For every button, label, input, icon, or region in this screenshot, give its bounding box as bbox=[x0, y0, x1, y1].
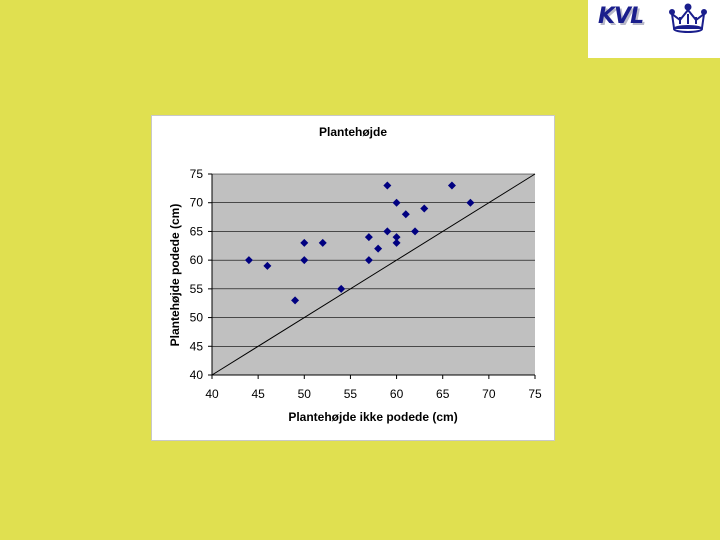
axes bbox=[208, 173, 536, 379]
crown-icon bbox=[669, 3, 707, 33]
y-tick-label: 65 bbox=[190, 224, 204, 238]
x-axis-label: Plantehøjde ikke podede (cm) bbox=[288, 410, 457, 424]
x-tick-label: 60 bbox=[390, 387, 404, 401]
data-points bbox=[244, 181, 475, 305]
data-point bbox=[447, 181, 456, 190]
y-tick-label: 55 bbox=[190, 282, 204, 296]
logo-text: KVL bbox=[598, 4, 644, 29]
data-point bbox=[392, 198, 401, 207]
x-tick-label: 40 bbox=[205, 387, 219, 401]
x-tick-labels: 40 45 50 55 60 65 70 75 bbox=[205, 387, 542, 401]
data-point bbox=[411, 227, 420, 236]
x-tick-label: 45 bbox=[251, 387, 265, 401]
y-tick-label: 70 bbox=[190, 196, 204, 210]
reference-line bbox=[211, 173, 536, 376]
y-tick-label: 75 bbox=[190, 167, 204, 181]
y-tick-labels: 40 45 50 55 60 65 70 75 bbox=[190, 167, 204, 382]
data-point bbox=[318, 238, 327, 247]
data-point bbox=[364, 233, 373, 242]
data-point bbox=[392, 238, 401, 247]
chart-title: Plantehøjde bbox=[319, 125, 387, 139]
data-point bbox=[300, 256, 309, 265]
data-point bbox=[300, 238, 309, 247]
data-point bbox=[420, 204, 429, 213]
x-tick-label: 50 bbox=[298, 387, 312, 401]
data-point bbox=[383, 227, 392, 236]
data-point bbox=[364, 256, 373, 265]
data-point bbox=[337, 284, 346, 293]
data-point bbox=[383, 181, 392, 190]
y-tick-label: 45 bbox=[190, 339, 204, 353]
y-tick-label: 40 bbox=[190, 368, 204, 382]
y-tick-label: 50 bbox=[190, 311, 204, 325]
y-axis-label: Plantehøjde podede (cm) bbox=[168, 204, 182, 347]
data-point bbox=[263, 261, 272, 270]
data-point bbox=[392, 233, 401, 242]
data-point bbox=[291, 296, 300, 305]
x-tick-label: 55 bbox=[344, 387, 358, 401]
x-tick-label: 65 bbox=[436, 387, 450, 401]
data-point bbox=[466, 198, 475, 207]
data-point bbox=[401, 210, 410, 219]
data-point bbox=[244, 256, 253, 265]
data-point bbox=[374, 244, 383, 253]
x-tick-label: 75 bbox=[528, 387, 542, 401]
y-tick-label: 60 bbox=[190, 253, 204, 267]
x-tick-label: 70 bbox=[482, 387, 496, 401]
